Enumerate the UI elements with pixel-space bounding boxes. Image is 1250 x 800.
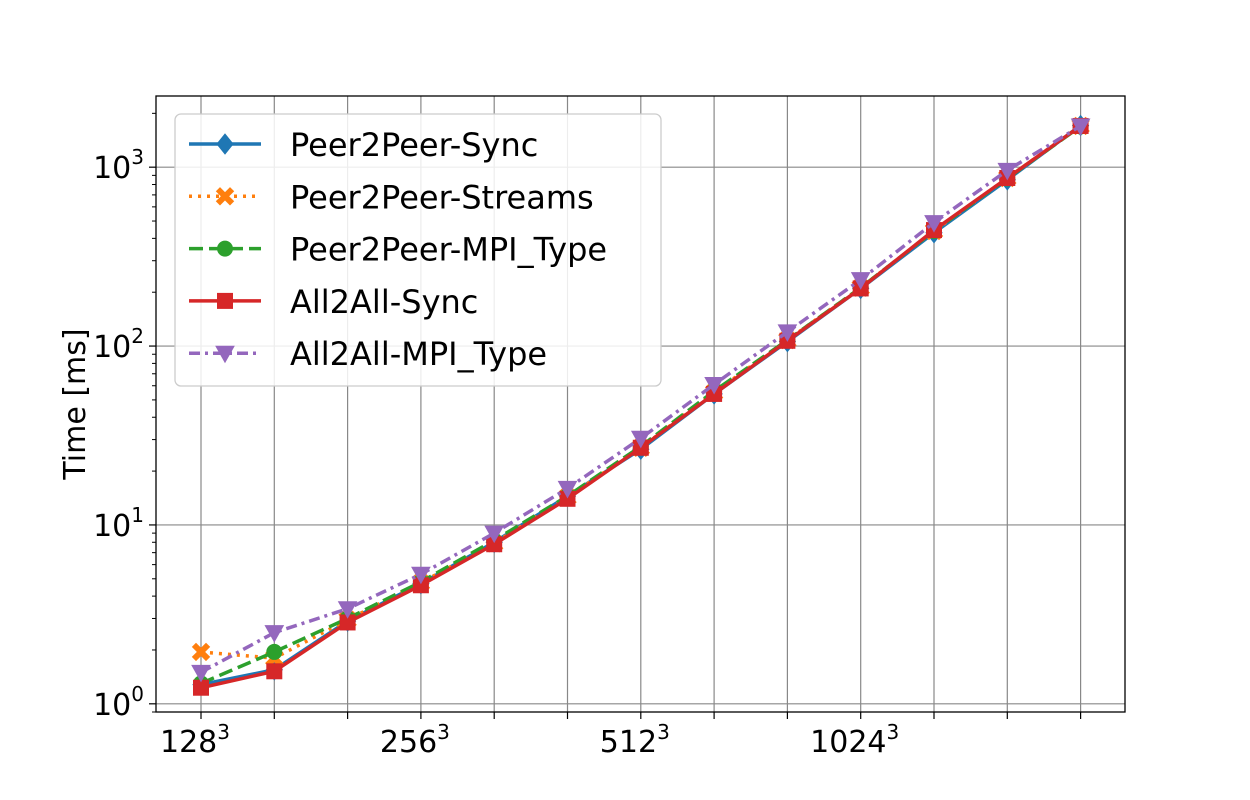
data-point — [266, 663, 283, 680]
legend-label: Peer2Peer-MPI_Type — [290, 231, 607, 269]
legend-entry: Peer2Peer-MPI_Type — [189, 231, 607, 269]
legend-label: Peer2Peer-Streams — [290, 178, 594, 216]
data-point — [264, 625, 285, 643]
legend-marker — [217, 292, 233, 309]
data-point — [193, 679, 209, 696]
legend-marker — [217, 240, 233, 257]
legend-label: All2All-MPI_Type — [290, 335, 547, 373]
data-point — [191, 664, 211, 683]
data-point — [557, 480, 578, 499]
data-point — [337, 601, 358, 619]
x-tick-label: 2563 — [380, 720, 450, 760]
legend-entry: Peer2Peer-Sync — [189, 126, 538, 164]
legend-marker — [215, 345, 235, 364]
data-point — [266, 643, 283, 660]
legend-entry: Peer2Peer-Streams — [189, 178, 594, 216]
data-point — [704, 376, 724, 395]
data-point — [777, 324, 798, 342]
legend-marker — [216, 133, 234, 155]
svg-text:102: 102 — [93, 324, 144, 365]
svg-text:100: 100 — [93, 682, 144, 723]
data-point — [630, 430, 651, 449]
data-point — [191, 642, 211, 662]
y-tick-label: 103 — [93, 145, 144, 186]
legend-label: All2All-Sync — [290, 283, 478, 321]
legend-entry: All2All-Sync — [189, 283, 478, 321]
svg-text:101: 101 — [93, 503, 144, 544]
svg-text:1283: 1283 — [160, 720, 230, 760]
x-tick-label: 1283 — [160, 720, 230, 760]
series-all2all-mpi-type — [191, 118, 1091, 683]
legend: Peer2Peer-Sync Peer2Peer-Streams Peer2Peer… — [174, 113, 662, 387]
legend-label: Peer2Peer-Sync — [290, 126, 538, 164]
x-axis-ticks: 1283 2563 5123 10243 — [160, 712, 1082, 760]
data-point — [850, 272, 871, 290]
y-axis-ticks: 100 101 102 103 — [93, 112, 156, 723]
data-point — [484, 525, 505, 544]
svg-text:10243: 10243 — [810, 720, 899, 760]
y-tick-label: 101 — [93, 503, 144, 544]
svg-text:103: 103 — [93, 145, 144, 186]
svg-text:5123: 5123 — [600, 720, 670, 760]
data-point — [997, 162, 1018, 181]
y-axis-label: Time [ms] — [58, 328, 93, 480]
legend-entry: All2All-MPI_Type — [189, 335, 547, 373]
x-tick-label: 10243 — [810, 720, 899, 760]
series-layer — [191, 114, 1091, 696]
svg-text:2563: 2563 — [380, 720, 450, 760]
legend-marker — [215, 187, 235, 206]
data-point — [1070, 118, 1091, 136]
legend-box — [174, 113, 662, 387]
x-tick-label: 5123 — [600, 720, 670, 760]
data-point — [411, 566, 431, 585]
y-tick-label: 102 — [93, 324, 144, 365]
data-point — [924, 215, 944, 233]
y-tick-label: 100 — [93, 682, 144, 723]
